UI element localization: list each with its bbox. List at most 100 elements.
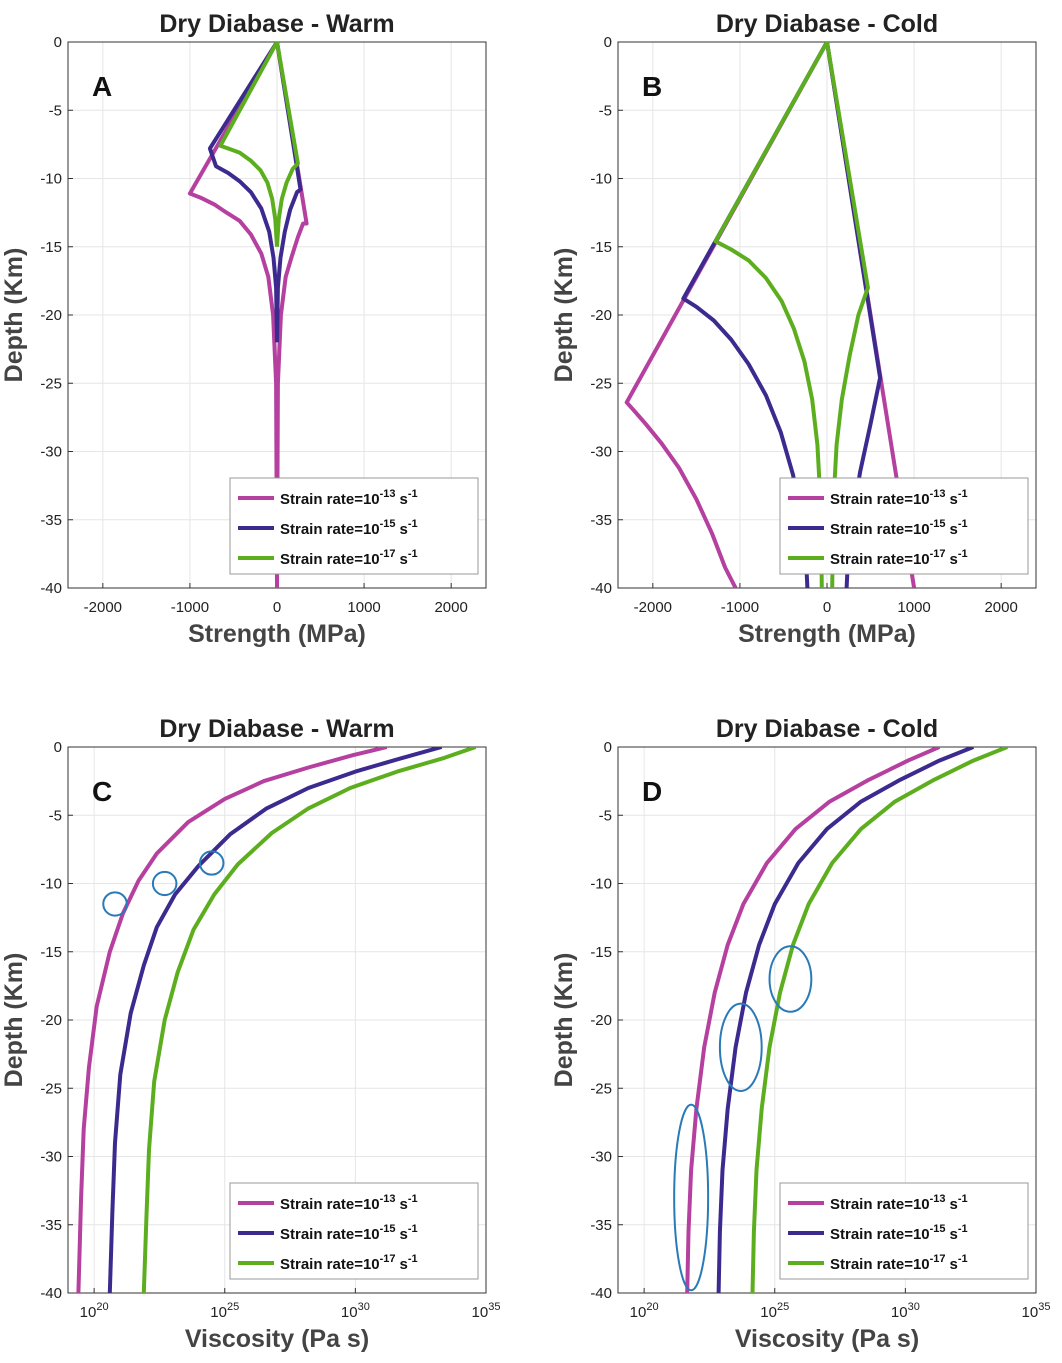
y-tick-label: -35: [590, 512, 612, 529]
y-tick-label: 0: [604, 34, 612, 51]
annotation-circle: [198, 850, 225, 876]
x-tick-label: 1025: [210, 1301, 239, 1321]
y-tick-label: -40: [40, 1285, 62, 1302]
legend-exponent: -15: [380, 518, 396, 530]
y-tick-label: -20: [40, 1012, 62, 1029]
legend-text: Strain rate=10: [280, 1226, 380, 1243]
y-tick-label: -20: [590, 1012, 612, 1029]
legend-label-1: Strain rate=10-13 s-1: [830, 1193, 968, 1213]
legend-unit: s: [950, 1226, 958, 1243]
series-line-2: [207, 42, 303, 343]
y-tick-label: -35: [590, 1217, 612, 1234]
x-tick-exponent: 30: [908, 1301, 920, 1313]
x-tick-exponent: 35: [1038, 1301, 1050, 1313]
legend-unit: s: [400, 1226, 408, 1243]
y-tick-label: 0: [54, 739, 62, 756]
y-tick-label: -20: [590, 307, 612, 324]
y-axis-label: Depth (Km): [0, 953, 28, 1088]
chart-panel-b: 0 -5 -10 -15 -20 -25 -30 -35 -40 -2000 -1000 0 1000 2…: [550, 10, 1037, 648]
x-tick-label: 1000: [347, 599, 380, 616]
legend-label-3: Strain rate=10-17 s-1: [280, 1253, 418, 1273]
legend-exponent: -15: [380, 1223, 396, 1235]
x-tick-label: 1000: [897, 599, 930, 616]
x-tick-label: -2000: [84, 599, 122, 616]
x-tick-exponent: 30: [358, 1301, 370, 1313]
legend-label-3: Strain rate=10-17 s-1: [830, 548, 968, 568]
x-tick-label: -1000: [721, 599, 759, 616]
legend-unit: s: [950, 551, 958, 568]
legend-exponent: -13: [380, 1193, 396, 1205]
legend-label-2: Strain rate=10-15 s-1: [280, 518, 418, 538]
legend-unit: s: [950, 521, 958, 538]
legend-unit-exponent: -1: [408, 488, 418, 500]
annotation-circle: [151, 870, 178, 897]
y-tick-label: -40: [590, 580, 612, 597]
legend-unit-exponent: -1: [408, 1193, 418, 1205]
y-axis-label: Depth (Km): [550, 248, 578, 383]
legend-unit-exponent: -1: [958, 548, 968, 560]
series-line-2: [107, 747, 443, 1293]
legend-text: Strain rate=10: [280, 521, 380, 538]
legend-text: Strain rate=10: [830, 1196, 930, 1213]
legend-text: Strain rate=10: [280, 1256, 380, 1273]
legend-exponent: -13: [930, 1193, 946, 1205]
x-axis-label: Strength (MPa): [188, 620, 366, 648]
legend-label-2: Strain rate=10-15 s-1: [830, 1223, 968, 1243]
legend-text: Strain rate=10: [280, 1196, 380, 1213]
legend-text: Strain rate=10: [280, 491, 380, 508]
series-line-3: [218, 42, 300, 247]
y-tick-label: -25: [40, 1080, 62, 1097]
y-tick-label: -15: [40, 944, 62, 961]
series-line-1: [76, 747, 388, 1293]
legend-exponent: -17: [930, 548, 946, 560]
y-tick-label: -25: [40, 375, 62, 392]
y-tick-label: -30: [590, 1149, 612, 1166]
x-axis-label: Viscosity (Pa s): [185, 1325, 369, 1353]
annotation-circle: [718, 1002, 763, 1092]
x-tick-exponent: 35: [488, 1301, 500, 1313]
x-axis-label: Viscosity (Pa s): [735, 1325, 919, 1353]
legend-unit-exponent: -1: [408, 1223, 418, 1235]
legend-unit-exponent: -1: [408, 548, 418, 560]
y-tick-label: -30: [40, 1149, 62, 1166]
chart-title: Dry Diabase - Warm: [159, 10, 394, 38]
legend-unit-exponent: -1: [958, 518, 968, 530]
legend-exponent: -15: [930, 518, 946, 530]
legend-label-1: Strain rate=10-13 s-1: [830, 488, 968, 508]
y-tick-label: -30: [590, 444, 612, 461]
legend-exponent: -17: [930, 1253, 946, 1265]
y-tick-label: -10: [590, 876, 612, 893]
x-tick-base: 10: [1022, 1304, 1039, 1321]
annotation-circle: [768, 945, 813, 1013]
y-tick-label: -10: [40, 171, 62, 188]
legend-label-2: Strain rate=10-15 s-1: [830, 518, 968, 538]
y-tick-label: -15: [40, 239, 62, 256]
chart-panel-a: 0 -5 -10 -15 -20 -25 -30 -35 -40 -2000 -1000 0 1000 2…: [0, 10, 487, 648]
y-tick-label: -5: [49, 807, 62, 824]
y-tick-label: -5: [49, 102, 62, 119]
series-line-1: [685, 747, 941, 1293]
x-tick-label: 1020: [630, 1301, 659, 1321]
legend-exponent: -13: [930, 488, 946, 500]
chart-title: Dry Diabase - Cold: [716, 715, 938, 743]
y-tick-label: -5: [599, 807, 612, 824]
x-tick-label: 1020: [80, 1301, 109, 1321]
x-tick-exponent: 20: [646, 1301, 658, 1313]
legend-text: Strain rate=10: [280, 551, 380, 568]
legend-text: Strain rate=10: [830, 521, 930, 538]
x-tick-base: 10: [472, 1304, 489, 1321]
legend-unit: s: [400, 521, 408, 538]
x-tick-base: 10: [891, 1304, 908, 1321]
y-axis-label: Depth (Km): [0, 248, 28, 383]
x-tick-label: -1000: [171, 599, 209, 616]
legend-exponent: -15: [930, 1223, 946, 1235]
annotation-circle: [102, 891, 128, 917]
legend-text: Strain rate=10: [830, 1256, 930, 1273]
x-tick-label: 1030: [891, 1301, 920, 1321]
x-tick-base: 10: [210, 1304, 227, 1321]
